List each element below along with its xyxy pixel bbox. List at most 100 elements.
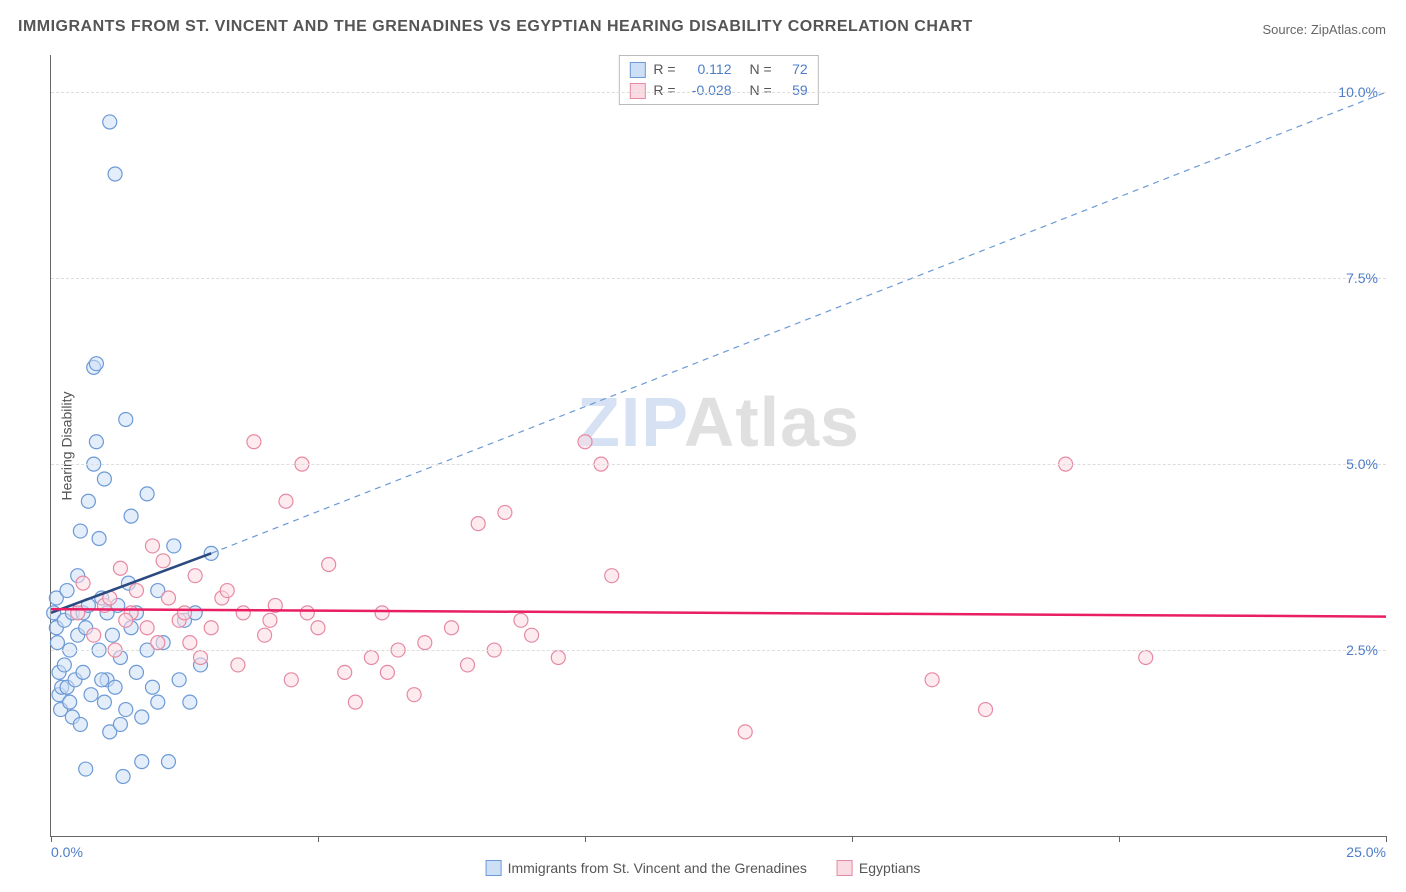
legend-item: Immigrants from St. Vincent and the Gren… xyxy=(486,860,807,876)
data-point xyxy=(119,703,133,717)
data-point xyxy=(124,509,138,523)
n-label: N = xyxy=(750,80,772,101)
data-point xyxy=(925,673,939,687)
data-point xyxy=(279,494,293,508)
data-point xyxy=(97,472,111,486)
data-point xyxy=(50,636,64,650)
data-point xyxy=(194,650,208,664)
y-tick-label: 7.5% xyxy=(1346,270,1378,286)
legend-label: Immigrants from St. Vincent and the Gren… xyxy=(508,860,807,876)
data-point xyxy=(338,665,352,679)
n-label: N = xyxy=(750,59,772,80)
x-axis-min-label: 0.0% xyxy=(51,844,83,860)
data-point xyxy=(178,606,192,620)
x-tick xyxy=(1386,836,1387,842)
data-point xyxy=(172,673,186,687)
data-point xyxy=(151,636,165,650)
data-point xyxy=(129,584,143,598)
gridline xyxy=(51,464,1386,465)
data-point xyxy=(418,636,432,650)
legend-row: R =-0.028N =59 xyxy=(629,80,807,101)
x-tick xyxy=(51,836,52,842)
data-point xyxy=(92,531,106,545)
legend-swatch xyxy=(486,860,502,876)
data-point xyxy=(145,539,159,553)
data-point xyxy=(135,755,149,769)
x-tick xyxy=(1119,836,1120,842)
data-point xyxy=(161,591,175,605)
data-point xyxy=(87,628,101,642)
trend-line-dashed xyxy=(211,92,1386,553)
data-point xyxy=(145,680,159,694)
data-point xyxy=(105,628,119,642)
r-value: -0.028 xyxy=(684,80,732,101)
data-point xyxy=(129,665,143,679)
data-point xyxy=(183,695,197,709)
data-point xyxy=(445,621,459,635)
data-point xyxy=(498,505,512,519)
data-point xyxy=(103,115,117,129)
trend-line xyxy=(51,553,211,613)
data-point xyxy=(738,725,752,739)
data-point xyxy=(73,524,87,538)
data-point xyxy=(380,665,394,679)
data-point xyxy=(236,606,250,620)
data-point xyxy=(514,613,528,627)
data-point xyxy=(204,621,218,635)
y-tick-label: 10.0% xyxy=(1338,84,1378,100)
legend-swatch xyxy=(629,83,645,99)
data-point xyxy=(89,435,103,449)
data-point xyxy=(108,680,122,694)
data-point xyxy=(525,628,539,642)
data-point xyxy=(311,621,325,635)
r-label: R = xyxy=(653,59,675,80)
x-tick xyxy=(318,836,319,842)
data-point xyxy=(551,650,565,664)
chart-title: IMMIGRANTS FROM ST. VINCENT AND THE GREN… xyxy=(18,18,973,36)
data-point xyxy=(76,576,90,590)
n-value: 72 xyxy=(780,59,808,80)
data-point xyxy=(220,584,234,598)
data-point xyxy=(60,584,74,598)
data-point xyxy=(167,539,181,553)
data-point xyxy=(76,665,90,679)
series-legend: Immigrants from St. Vincent and the Gren… xyxy=(486,860,921,876)
data-point xyxy=(108,167,122,181)
data-point xyxy=(300,606,314,620)
data-point xyxy=(71,606,85,620)
data-point xyxy=(119,613,133,627)
data-point xyxy=(1139,650,1153,664)
legend-item: Egyptians xyxy=(837,860,920,876)
gridline xyxy=(51,278,1386,279)
data-point xyxy=(284,673,298,687)
data-point xyxy=(116,769,130,783)
data-point xyxy=(63,695,77,709)
data-point xyxy=(156,554,170,568)
data-point xyxy=(407,688,421,702)
y-tick-label: 2.5% xyxy=(1346,642,1378,658)
n-value: 59 xyxy=(780,80,808,101)
source-attribution: Source: ZipAtlas.com xyxy=(1262,22,1386,37)
data-point xyxy=(348,695,362,709)
data-point xyxy=(81,494,95,508)
data-point xyxy=(375,606,389,620)
data-point xyxy=(183,636,197,650)
data-point xyxy=(231,658,245,672)
data-point xyxy=(84,688,98,702)
legend-swatch xyxy=(629,62,645,78)
data-point xyxy=(135,710,149,724)
gridline xyxy=(51,650,1386,651)
gridline xyxy=(51,92,1386,93)
data-point xyxy=(471,517,485,531)
data-point xyxy=(605,569,619,583)
legend-label: Egyptians xyxy=(859,860,920,876)
data-point xyxy=(578,435,592,449)
data-point xyxy=(113,561,127,575)
data-point xyxy=(89,357,103,371)
trend-line xyxy=(51,609,1386,616)
y-tick-label: 5.0% xyxy=(1346,456,1378,472)
data-point xyxy=(979,703,993,717)
data-point xyxy=(79,762,93,776)
data-point xyxy=(188,569,202,583)
data-point xyxy=(258,628,272,642)
